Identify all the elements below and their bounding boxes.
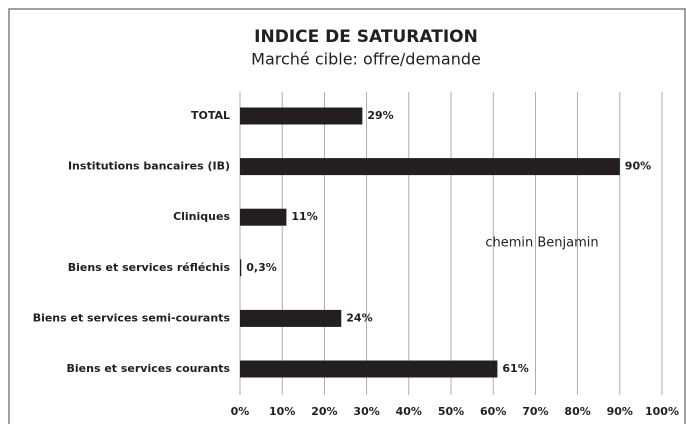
chart-subtitle: Marché cible: offre/demande	[251, 50, 481, 69]
x-tick-label: 40%	[396, 405, 422, 418]
y-tick-label: Biens et services semi-courants	[33, 311, 231, 324]
x-tick-label: 20%	[311, 405, 337, 418]
value-label: 24%	[346, 311, 372, 324]
bar	[240, 259, 242, 277]
y-tick-label: Biens et services courants	[67, 362, 231, 375]
x-tick-label: 70%	[522, 405, 548, 418]
x-tick-label: 60%	[480, 405, 506, 418]
y-tick-label: Institutions bancaires (IB)	[68, 160, 230, 173]
x-tick-label: 80%	[564, 405, 590, 418]
bar	[240, 158, 620, 176]
y-tick-label: Biens et services réfléchis	[68, 261, 231, 274]
chart-title: INDICE DE SATURATION	[254, 27, 478, 47]
bar	[240, 360, 498, 378]
x-tick-label: 50%	[438, 405, 464, 418]
value-label: 29%	[367, 109, 393, 122]
bar	[240, 309, 342, 327]
value-label: 90%	[625, 160, 651, 173]
x-tick-label: 90%	[607, 405, 633, 418]
bar	[240, 208, 287, 226]
x-tick-label: 10%	[269, 405, 295, 418]
value-label: 0,3%	[246, 261, 277, 274]
y-tick-label: TOTAL	[191, 109, 230, 122]
x-tick-label: 30%	[353, 405, 379, 418]
frame	[8, 8, 686, 424]
value-label: 61%	[502, 362, 528, 375]
annotation: chemin Benjamin	[485, 236, 598, 251]
bar	[240, 107, 363, 125]
y-tick-label: Cliniques	[173, 210, 230, 223]
x-tick-label: 0%	[231, 405, 250, 418]
value-label: 11%	[291, 210, 317, 223]
x-tick-label: 100%	[645, 405, 679, 418]
